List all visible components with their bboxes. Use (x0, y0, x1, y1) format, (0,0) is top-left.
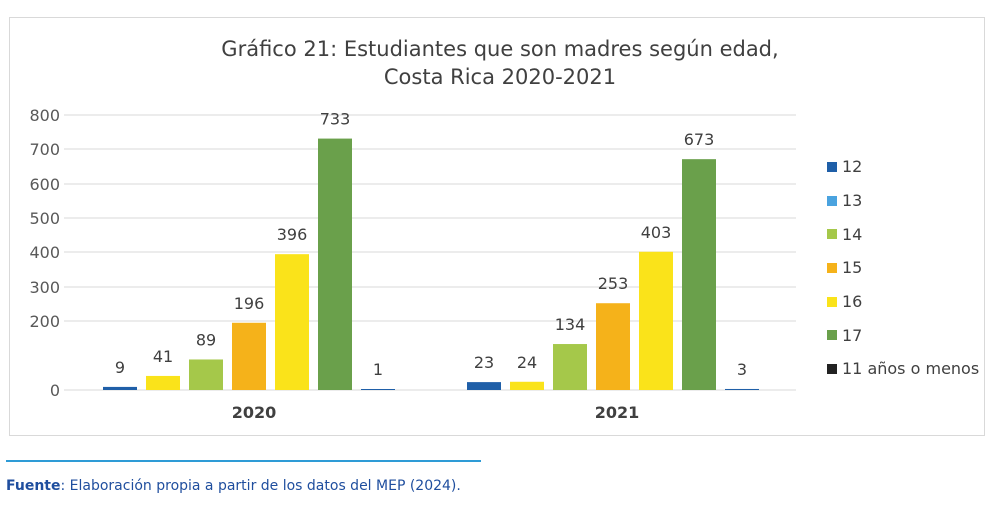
data-label-2021-5: 673 (684, 130, 715, 149)
bar-2020-6 (361, 389, 395, 390)
chart-frame (9, 17, 985, 436)
chart-title-line-1: Gráfico 21: Estudiantes que son madres s… (221, 37, 779, 61)
legend-label-15: 15 (842, 258, 863, 278)
data-label-2020-6: 1 (373, 360, 383, 379)
legend-item-17: 17 (827, 318, 979, 352)
data-label-2021-3: 253 (598, 274, 629, 293)
source-text: : Elaboración propia a partir de los dat… (60, 478, 461, 494)
x-category-2021: 2021 (595, 403, 640, 422)
y-tick-label: 400 (29, 243, 60, 262)
x-axis-categories: 2020 2021 (232, 403, 640, 422)
legend-item-15: 15 (827, 251, 979, 285)
y-tick-label: 600 (29, 175, 60, 194)
legend-label-13: 13 (842, 191, 863, 211)
bar-2020-5 (318, 138, 352, 390)
bar-2020-2 (189, 359, 223, 390)
legend-label-12: 12 (842, 157, 863, 177)
data-label-2021-1: 24 (517, 353, 537, 372)
legend-swatch-16 (827, 296, 837, 307)
legend-item-11-or-less: 11 años o menos (827, 352, 979, 386)
gridlines (64, 114, 796, 391)
legend-swatch-15 (827, 262, 837, 273)
chart-title: Gráfico 21: Estudiantes que son madres s… (160, 35, 840, 91)
legend-label-17: 17 (842, 325, 863, 345)
data-label-2020-2: 89 (196, 330, 216, 349)
data-labels: 9 41 89 196 396 733 1 23 24 134 253 403 673 3 (115, 110, 747, 379)
bar-2021-5 (682, 159, 716, 390)
data-label-2021-6: 3 (737, 360, 747, 379)
data-label-2020-0: 9 (115, 358, 125, 377)
source-note: Fuente: Elaboración propia a partir de l… (6, 478, 461, 494)
legend-item-16: 16 (827, 285, 979, 319)
data-label-2020-4: 396 (277, 225, 308, 244)
chart-title-line-2: Costa Rica 2020-2021 (383, 65, 617, 89)
y-tick-label: 200 (29, 312, 60, 331)
data-label-2021-4: 403 (641, 223, 672, 242)
bar-2021-1 (510, 381, 544, 390)
legend-swatch-11-or-less (827, 363, 837, 374)
legend-label-16: 16 (842, 292, 863, 312)
legend-item-12: 12 (827, 150, 979, 184)
bar-2021-2 (553, 344, 587, 390)
source-divider (6, 460, 481, 462)
data-label-2020-3: 196 (234, 294, 265, 313)
legend-swatch-12 (827, 161, 837, 172)
data-label-2021-2: 134 (555, 315, 586, 334)
bar-2021-0 (467, 382, 501, 390)
y-tick-label: 0 (50, 381, 60, 400)
legend-item-14: 14 (827, 217, 979, 251)
data-label-2021-0: 23 (474, 353, 494, 372)
y-tick-label: 800 (29, 106, 60, 125)
y-tick-label: 500 (29, 209, 60, 228)
x-category-2020: 2020 (232, 403, 277, 422)
y-axis-ticks: 0 200 300 400 500 600 700 800 (29, 106, 60, 400)
bar-2020-4 (275, 254, 309, 390)
legend-label-14: 14 (842, 224, 863, 244)
data-label-2020-1: 41 (153, 347, 173, 366)
bar-2020-0 (103, 386, 137, 390)
bar-2020-1 (146, 375, 180, 390)
y-tick-label: 700 (29, 140, 60, 159)
data-label-2020-5: 733 (320, 110, 351, 129)
bar-2021-6 (725, 388, 759, 390)
bar-2021-3 (596, 303, 630, 390)
legend-item-13: 13 (827, 184, 979, 218)
bar-2020-3 (232, 322, 266, 390)
legend-label-11-or-less: 11 años o menos (842, 359, 980, 379)
bars (103, 138, 759, 390)
legend: 12 13 14 15 16 17 11 años o menos (827, 150, 979, 386)
legend-swatch-13 (827, 195, 837, 206)
bar-2021-4 (639, 251, 673, 390)
y-tick-label: 300 (29, 278, 60, 297)
source-label: Fuente (6, 478, 61, 494)
legend-swatch-17 (827, 330, 837, 341)
legend-swatch-14 (827, 229, 837, 240)
